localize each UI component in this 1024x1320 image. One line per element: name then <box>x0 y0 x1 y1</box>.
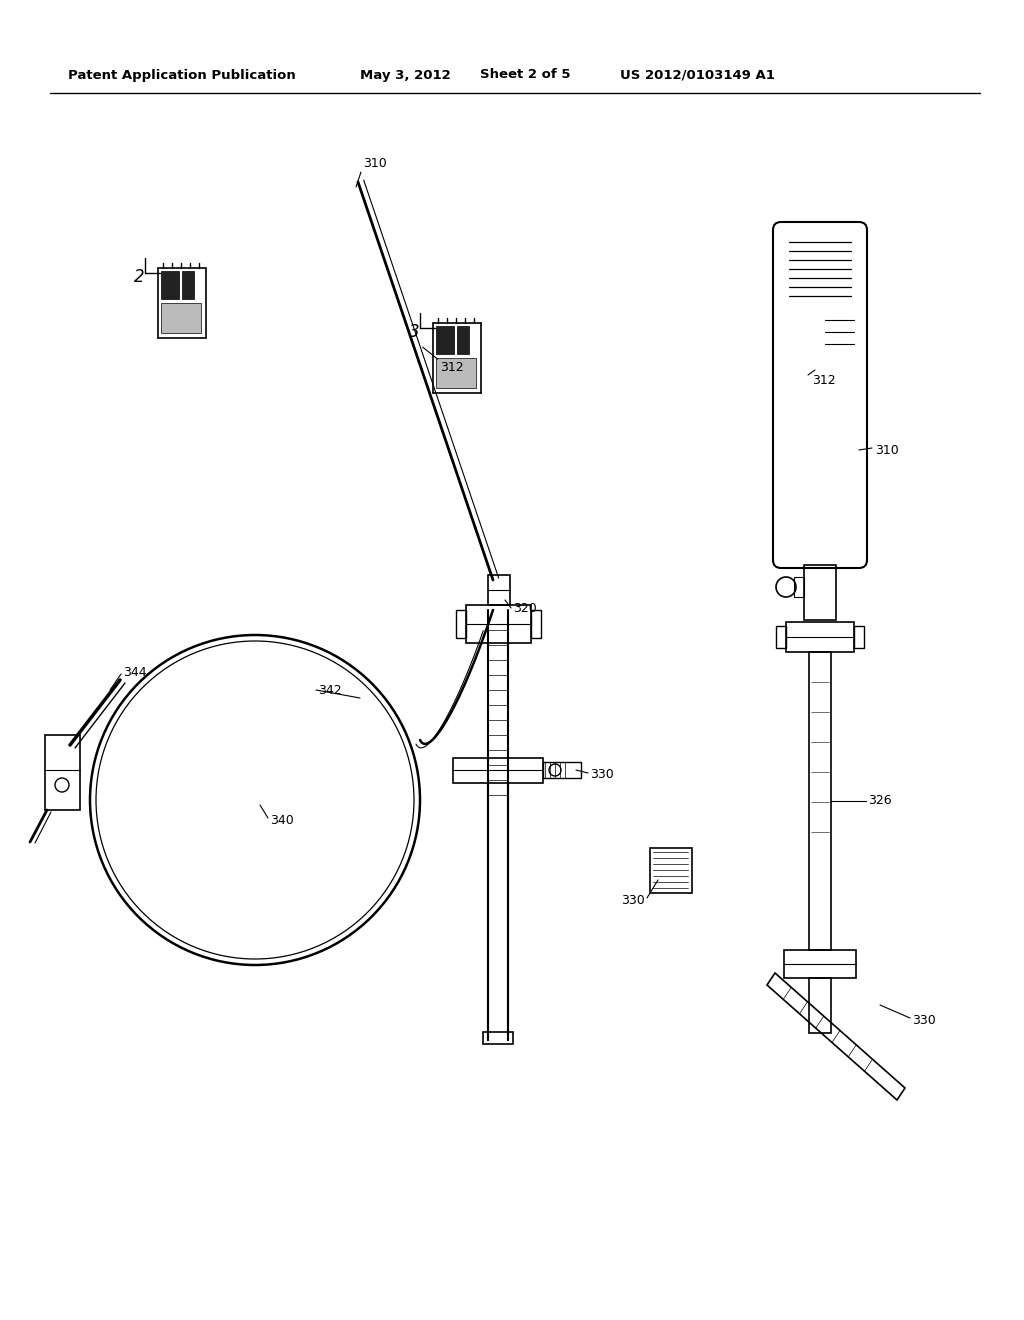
Bar <box>786 622 854 652</box>
Bar <box>45 735 80 810</box>
Bar <box>543 762 581 777</box>
Text: 326: 326 <box>868 795 892 808</box>
Text: 330: 330 <box>590 768 613 781</box>
Bar <box>457 326 469 354</box>
Bar <box>483 1032 513 1044</box>
Text: 310: 310 <box>874 444 899 457</box>
Text: Patent Application Publication: Patent Application Publication <box>68 69 296 82</box>
Polygon shape <box>767 973 905 1100</box>
Bar <box>456 610 466 638</box>
Text: US 2012/0103149 A1: US 2012/0103149 A1 <box>620 69 775 82</box>
Bar <box>161 271 179 300</box>
Bar <box>794 577 804 597</box>
Text: 310: 310 <box>362 157 387 170</box>
Text: 340: 340 <box>270 813 294 826</box>
Bar <box>776 626 786 648</box>
Bar <box>804 565 836 620</box>
Bar <box>650 847 692 894</box>
Bar <box>531 610 541 638</box>
Bar <box>809 978 831 1034</box>
Bar <box>161 304 201 333</box>
FancyBboxPatch shape <box>773 222 867 568</box>
Bar <box>488 576 510 605</box>
Bar <box>466 605 531 643</box>
Bar <box>436 358 476 388</box>
Bar <box>784 950 856 978</box>
Text: 3: 3 <box>410 323 420 341</box>
Text: 342: 342 <box>318 684 342 697</box>
Text: 312: 312 <box>812 374 836 387</box>
Text: 2: 2 <box>134 268 145 286</box>
Text: Sheet 2 of 5: Sheet 2 of 5 <box>480 69 570 82</box>
Text: May 3, 2012: May 3, 2012 <box>360 69 451 82</box>
Text: 330: 330 <box>622 894 645 907</box>
Bar <box>436 326 454 354</box>
Bar <box>809 652 831 950</box>
Bar <box>182 271 194 300</box>
Text: 312: 312 <box>439 362 463 374</box>
Text: 330: 330 <box>912 1014 936 1027</box>
Text: 320: 320 <box>513 602 537 615</box>
Bar <box>854 626 864 648</box>
Bar <box>453 758 543 783</box>
Text: 344: 344 <box>123 665 146 678</box>
